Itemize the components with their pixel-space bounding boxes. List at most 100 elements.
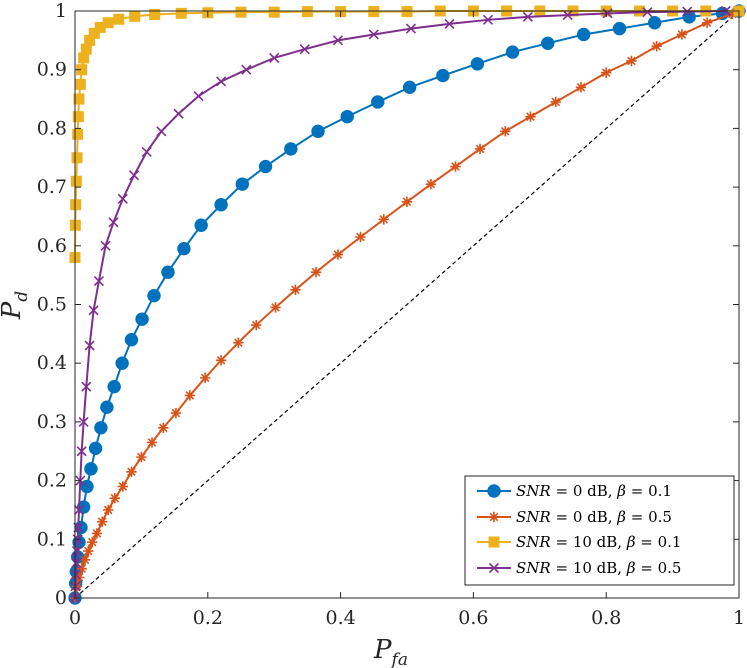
y-tick-label: 0.6 — [37, 235, 67, 257]
x-tick-label: 0.8 — [591, 607, 621, 629]
series-4-point — [129, 170, 140, 181]
series-2-point — [401, 196, 413, 207]
legend-marker-4 — [488, 562, 500, 574]
series-4-point — [241, 64, 252, 75]
legend-entry-2-beta: 0.5 — [648, 508, 672, 526]
series-1-point — [107, 379, 121, 394]
series-4-point — [522, 11, 533, 22]
series-2-point — [146, 437, 158, 448]
series-4-point — [602, 8, 613, 19]
series-4-point — [100, 240, 111, 251]
series-2-point — [626, 55, 637, 67]
series-2-point — [332, 249, 344, 260]
series-4-point — [71, 557, 82, 568]
series-3-point — [71, 152, 83, 164]
series-3-point — [149, 9, 161, 21]
series-2-point — [676, 29, 688, 40]
series-1-point — [115, 356, 129, 370]
legend-entry-2-snr: 0 — [573, 508, 583, 526]
series-3-point — [73, 93, 85, 105]
series-3-point — [401, 6, 413, 18]
series-3-point — [72, 111, 84, 123]
series-1-point — [161, 265, 175, 279]
series-4-point — [216, 76, 227, 87]
series-3-point — [368, 6, 380, 18]
series-4-point — [78, 416, 89, 427]
x-axis-label-sub: fa — [390, 650, 408, 668]
series-1-point — [371, 95, 385, 109]
series-1-point — [505, 45, 520, 59]
series-1-point — [194, 218, 208, 232]
series-1-point — [135, 312, 149, 326]
series-2-point — [83, 545, 94, 557]
series-1-point — [402, 80, 417, 95]
legend-box — [464, 475, 735, 586]
series-2-point — [97, 516, 108, 527]
series-4-point — [73, 504, 85, 516]
series-4-point — [562, 10, 573, 21]
y-tick-label: 0.5 — [37, 294, 67, 316]
series-2-point — [215, 355, 227, 366]
legend: SNR = 0 dB, β = 0.1 SNR = 0 dB, β = 0.5 … — [464, 475, 735, 586]
series-1-point — [576, 27, 591, 42]
legend-marker-3 — [488, 536, 500, 548]
reference-layer — [74, 10, 740, 599]
chance-diagonal-line — [74, 10, 740, 599]
series-4-point — [117, 193, 128, 204]
x-tick-label: 0.2 — [193, 607, 223, 629]
series-4-line — [74, 10, 726, 599]
legend-symbols — [477, 484, 511, 574]
series-1-point — [436, 68, 450, 83]
y-tick-label: 0.9 — [37, 59, 67, 81]
legend-entry-1-beta: 0.1 — [648, 482, 672, 500]
y-tick-label: 1 — [55, 0, 67, 22]
series-1-point — [100, 400, 114, 414]
series-4-point — [81, 381, 92, 392]
series-3-point — [74, 78, 86, 90]
legend-entry-3: SNR = 10 dB, β = 0.1 — [516, 533, 681, 551]
x-tick-label: 1 — [733, 607, 745, 629]
series-1-point — [647, 16, 662, 30]
series-3-point — [175, 7, 187, 19]
series-3-point — [102, 17, 114, 29]
y-tick-label: 0 — [55, 587, 67, 609]
series-1-point — [177, 242, 191, 256]
y-tick-label: 0.7 — [37, 176, 67, 198]
series-1-point — [147, 288, 161, 303]
series-3-point — [301, 6, 313, 18]
series-2-point — [158, 422, 169, 433]
series-2-point — [136, 451, 147, 463]
x-tick-label: 0 — [69, 607, 81, 629]
series-2-point — [109, 493, 121, 504]
series-2-point — [76, 563, 87, 574]
series-2-point — [184, 390, 196, 401]
series-4-point — [642, 7, 653, 18]
y-tick-label: 0.2 — [37, 470, 67, 492]
legend-marker-2 — [488, 511, 500, 523]
series-2-point — [378, 214, 389, 225]
series-1-point — [541, 36, 555, 50]
series-4-point — [444, 18, 455, 29]
series-2-point — [170, 407, 182, 419]
series-3-point — [129, 10, 141, 22]
series-2-point — [525, 111, 536, 122]
series-2-point — [727, 8, 738, 20]
series-4-point — [156, 126, 167, 137]
legend-marker-1 — [487, 484, 501, 498]
series-2-point — [290, 284, 301, 296]
series-2-point — [450, 161, 461, 172]
series-4-point — [482, 14, 494, 25]
series-4-point — [93, 275, 104, 287]
series-3-point — [268, 6, 280, 18]
series-4-point — [269, 52, 280, 64]
legend-entry-3-beta: 0.1 — [658, 533, 682, 551]
series-2-point — [87, 537, 98, 548]
series-2-point — [651, 41, 662, 52]
series-2-point — [71, 581, 83, 592]
series-3-point — [70, 175, 82, 187]
legend-entry-4: SNR = 10 dB, β = 0.5 — [516, 559, 681, 577]
legend-entry-3-snr: 10 — [573, 533, 592, 551]
series-2-point — [251, 319, 262, 331]
series-3-point — [88, 27, 100, 39]
series-2-point — [199, 372, 211, 384]
